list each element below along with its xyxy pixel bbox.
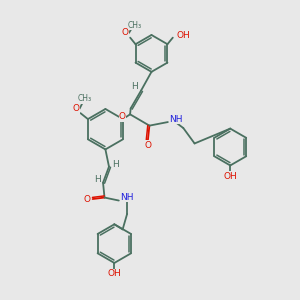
Text: OH: OH: [107, 269, 121, 278]
Text: NH: NH: [121, 193, 134, 202]
Text: OH: OH: [224, 172, 237, 181]
Text: O: O: [144, 141, 152, 150]
Text: H: H: [94, 175, 100, 184]
Text: O: O: [73, 104, 80, 113]
Text: CH₃: CH₃: [77, 94, 92, 103]
Text: NH: NH: [169, 115, 183, 124]
Text: O: O: [122, 28, 129, 38]
Text: CH₃: CH₃: [128, 21, 142, 30]
Text: OH: OH: [177, 32, 191, 40]
Text: O: O: [119, 112, 126, 121]
Text: O: O: [84, 194, 91, 203]
Text: H: H: [131, 82, 138, 91]
Text: H: H: [112, 160, 119, 169]
